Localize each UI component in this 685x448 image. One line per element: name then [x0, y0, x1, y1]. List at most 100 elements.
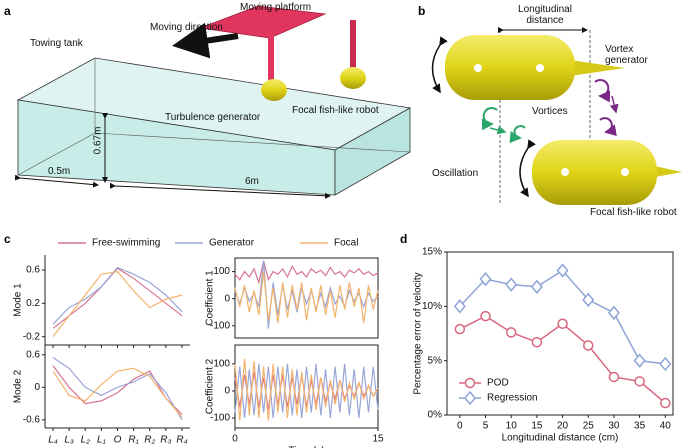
panel-label: d — [400, 232, 408, 246]
marker — [479, 271, 492, 287]
marker — [505, 327, 517, 338]
panel-label: b — [418, 4, 426, 18]
marker — [557, 318, 568, 329]
y-tick-label: 100 — [213, 359, 230, 370]
series-line — [52, 267, 183, 329]
x-tick-label: 40 — [660, 421, 672, 432]
series-line — [234, 371, 379, 410]
series-line — [459, 269, 666, 365]
legend-label: POD — [487, 378, 509, 389]
marker — [480, 310, 491, 322]
marker — [530, 279, 543, 294]
series-line — [234, 358, 379, 421]
label: Moving direction — [150, 22, 223, 33]
y-tick-label: 15% — [422, 247, 442, 258]
label: Focal fish-like robot — [292, 105, 379, 116]
label: Towing tank — [30, 38, 83, 49]
vortex-diagram — [431, 27, 682, 205]
y-axis-label: Mode 2 — [13, 369, 24, 403]
x-tick-label: 5 — [483, 421, 489, 432]
x-tick-label: 15 — [372, 434, 384, 445]
x-axis-label: Time (s) — [288, 446, 324, 448]
series-line — [52, 266, 183, 325]
x-tick-label: 15 — [531, 421, 543, 432]
x-tick-label: L₄ — [48, 435, 58, 446]
turbulence-generator — [261, 79, 287, 101]
legend-marker — [464, 377, 476, 389]
series-line — [234, 260, 379, 285]
x-tick-label: L₁ — [97, 435, 106, 446]
marker — [583, 340, 594, 351]
legend-label: Regression — [487, 393, 538, 404]
x-tick-label: R₂ — [144, 435, 155, 446]
x-tick-label: 10 — [506, 421, 518, 432]
moving-platform — [172, 5, 356, 82]
x-tick-label: R₁ — [128, 435, 138, 446]
plot-frame — [234, 344, 379, 429]
marker — [505, 277, 518, 292]
label: Oscillation — [432, 168, 479, 179]
x-tick-label: R₃ — [160, 435, 171, 446]
y-axis-label: Percentage error of velocity — [413, 272, 424, 394]
label: Vortices — [532, 106, 568, 117]
x-axis-label: Longitudinal distance (cm) — [502, 433, 619, 444]
marker — [608, 371, 620, 383]
y-tick-label: -0.6 — [23, 415, 41, 426]
y-tick-label: 0.2 — [26, 298, 40, 309]
y-axis-label: Coefficient 1 — [205, 270, 216, 326]
y-tick-label: 0 — [34, 382, 40, 393]
series-line — [52, 356, 183, 421]
y-tick-label: -0.2 — [23, 331, 41, 342]
x-tick-label: L₂ — [81, 435, 91, 446]
y-tick-label: 0 — [224, 293, 230, 304]
label: 0.5m — [48, 166, 71, 177]
legend-label: Focal — [334, 238, 358, 249]
marker — [633, 353, 646, 368]
marker — [454, 323, 466, 335]
marker — [659, 356, 672, 372]
x-tick-label: 35 — [634, 421, 646, 432]
marker — [582, 292, 595, 307]
x-tick-label: 0 — [457, 421, 463, 432]
y-tick-label: 0.6 — [26, 265, 40, 276]
y-tick-label: 10% — [422, 301, 442, 312]
label: Moving platform — [240, 2, 312, 13]
plot-frame — [446, 251, 674, 416]
label: Longitudinal distance — [518, 4, 572, 26]
series-line — [52, 367, 183, 418]
y-tick-label: 0 — [224, 386, 230, 397]
legend-label: Free-swimming — [92, 238, 160, 249]
x-tick-label: 0 — [232, 434, 238, 445]
y-tick-label: 0.6 — [26, 349, 40, 360]
x-tick-label: O — [114, 435, 122, 446]
x-tick-label: R₄ — [176, 435, 187, 446]
marker — [607, 305, 620, 321]
towing-tank — [14, 57, 412, 199]
legend-marker — [464, 390, 476, 406]
series-line — [234, 363, 379, 419]
x-tick-label: L₃ — [64, 435, 74, 446]
series-line — [234, 271, 379, 324]
y-axis-label: Coefficient 2 — [205, 358, 216, 414]
marker — [634, 376, 645, 387]
x-tick-label: 30 — [608, 421, 620, 432]
x-tick-label: 25 — [583, 421, 595, 432]
series-line — [459, 315, 666, 404]
marker — [453, 299, 466, 314]
plot-frame — [234, 257, 379, 339]
series-line — [52, 271, 183, 338]
legend-label: Generator — [209, 238, 255, 249]
label: Vortex generator — [605, 44, 648, 66]
y-axis-label: Mode 1 — [13, 283, 24, 317]
marker — [556, 263, 569, 278]
y-tick-label: 100 — [213, 266, 230, 277]
series-line — [234, 260, 379, 329]
y-tick-label: 5% — [428, 355, 443, 366]
panel-label: c — [4, 232, 11, 246]
y-tick-label: -100 — [210, 320, 230, 331]
marker — [531, 336, 543, 348]
label: Focal fish-like robot — [590, 207, 677, 218]
